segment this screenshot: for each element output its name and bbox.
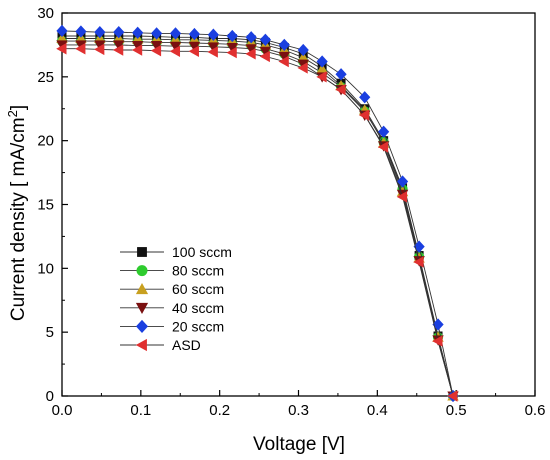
data-point [136, 265, 148, 277]
data-point [169, 27, 182, 40]
y-axis-label: Current density [ mA/cm2] [5, 105, 29, 321]
data-point [432, 318, 444, 331]
series [56, 40, 459, 402]
data-point [207, 46, 218, 58]
data-point [131, 44, 143, 56]
series [56, 35, 459, 402]
data-point [259, 50, 270, 63]
data-point [94, 26, 106, 39]
data-point [297, 62, 308, 74]
data-point [188, 27, 201, 41]
legend-label: 60 sccm [172, 281, 224, 297]
data-point [378, 125, 390, 138]
x-tick-label: 0.0 [52, 402, 73, 419]
y-axis-label-end: ] [8, 105, 29, 110]
data-point [226, 46, 237, 59]
legend-label: 20 sccm [172, 318, 224, 334]
data-point [245, 31, 257, 44]
legend-label: 80 sccm [172, 263, 224, 279]
data-point [135, 338, 147, 352]
plot-border [61, 12, 536, 397]
x-tick-label: 0.4 [367, 402, 388, 419]
legend-label: ASD [172, 337, 201, 353]
data-point [413, 240, 425, 253]
plot-frame [61, 12, 536, 397]
y-tick-label: 10 [37, 260, 54, 277]
y-tick-label: 5 [46, 324, 54, 341]
data-point [150, 44, 162, 57]
data-point [135, 282, 149, 295]
data-point [94, 43, 105, 56]
data-point [169, 45, 181, 58]
y-tick-label: 20 [37, 133, 54, 150]
series [57, 31, 458, 401]
y-axis-label-sup: 2 [5, 110, 20, 117]
y-tick-label: 25 [37, 69, 54, 86]
data-point [56, 43, 67, 55]
data-point [316, 55, 328, 68]
data-point [75, 25, 87, 38]
data-point [112, 44, 124, 56]
legend-label: 100 sccm [172, 244, 232, 260]
x-tick-label: 0.1 [130, 402, 151, 419]
series [56, 24, 459, 403]
data-point [132, 26, 144, 39]
data-point [377, 141, 389, 153]
data-point [188, 45, 199, 58]
data-point [150, 27, 163, 40]
data-point [259, 33, 271, 46]
data-point [135, 319, 149, 333]
y-axis: 0 5 10 15 20 25 30 [37, 5, 68, 405]
legend: 100 sccm 80 sccm 60 sccm 40 sccm 20 sccm ASD [120, 244, 232, 353]
x-axis: 0.0 0.1 0.2 0.3 0.4 0.5 0.6 [52, 390, 546, 419]
data-point [432, 335, 443, 347]
y-tick-label: 0 [46, 388, 54, 405]
y-tick-label: 30 [37, 5, 54, 22]
series [56, 43, 458, 402]
data-point [207, 28, 219, 41]
x-tick-label: 0.3 [288, 402, 309, 419]
x-tick-label: 0.6 [525, 402, 546, 419]
data-point [135, 302, 149, 315]
data-point [335, 83, 346, 96]
y-tick-label: 15 [37, 197, 54, 214]
series-group [56, 24, 459, 403]
series-line [62, 48, 454, 397]
legend-label: 40 sccm [172, 300, 224, 316]
x-axis-label: Voltage [V] [253, 434, 345, 455]
data-point [335, 68, 347, 81]
data-point [226, 29, 238, 43]
series-line [62, 35, 454, 397]
x-tick-label: 0.5 [446, 402, 467, 419]
series-line [62, 40, 454, 397]
series-line [62, 44, 454, 397]
data-point [56, 24, 68, 38]
data-point [278, 38, 290, 52]
series [56, 32, 459, 401]
data-point [297, 43, 309, 57]
data-point [447, 390, 458, 402]
data-point [113, 26, 125, 39]
data-point [245, 48, 256, 60]
data-point [316, 71, 327, 83]
data-point [413, 256, 424, 268]
x-tick-label: 0.2 [209, 402, 230, 419]
data-point [278, 55, 289, 68]
series-line [62, 38, 454, 397]
data-point [359, 91, 371, 104]
y-axis-label-main: Current density [ mA/cm [8, 117, 29, 321]
data-point [75, 43, 86, 55]
series-line [61, 30, 454, 397]
data-point [358, 109, 370, 121]
data-point [396, 191, 408, 203]
data-point [396, 175, 409, 188]
data-point [137, 247, 147, 257]
